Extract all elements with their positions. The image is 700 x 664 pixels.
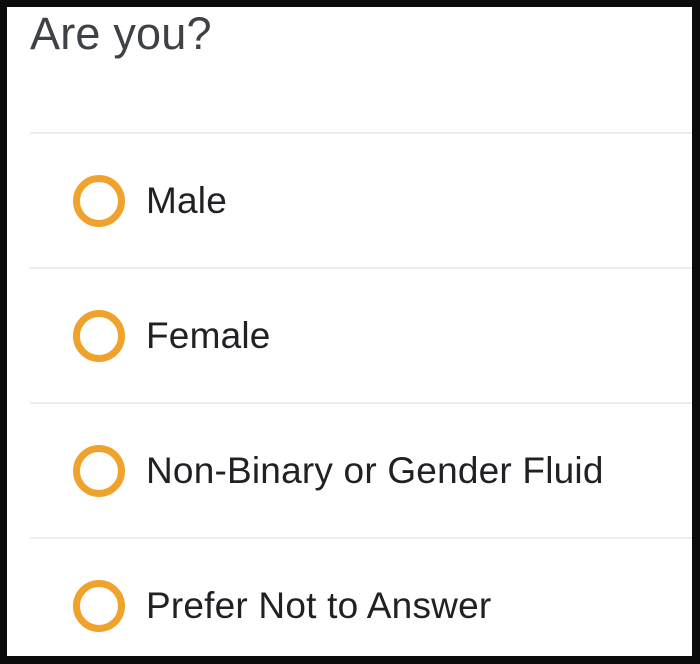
question-title: Are you? bbox=[30, 8, 212, 59]
radio-option-label: Male bbox=[146, 179, 227, 221]
divider bbox=[30, 267, 692, 269]
radio-option-label: Non-Binary or Gender Fluid bbox=[146, 449, 604, 491]
radio-option-prefer-not-to-answer[interactable]: Prefer Not to Answer bbox=[7, 539, 692, 656]
radio-button-icon[interactable] bbox=[73, 174, 125, 227]
radio-option-female[interactable]: Female bbox=[7, 269, 692, 402]
radio-button-icon[interactable] bbox=[73, 579, 125, 632]
radio-option-label: Female bbox=[146, 314, 271, 356]
radio-option-male[interactable]: Male bbox=[7, 134, 692, 267]
radio-option-nonbinary[interactable]: Non-Binary or Gender Fluid bbox=[7, 404, 692, 537]
radio-option-label: Prefer Not to Answer bbox=[146, 584, 492, 626]
divider bbox=[30, 537, 692, 539]
divider bbox=[30, 402, 692, 404]
divider bbox=[30, 132, 692, 134]
radio-button-icon[interactable] bbox=[73, 444, 125, 497]
radio-button-icon[interactable] bbox=[73, 309, 125, 362]
